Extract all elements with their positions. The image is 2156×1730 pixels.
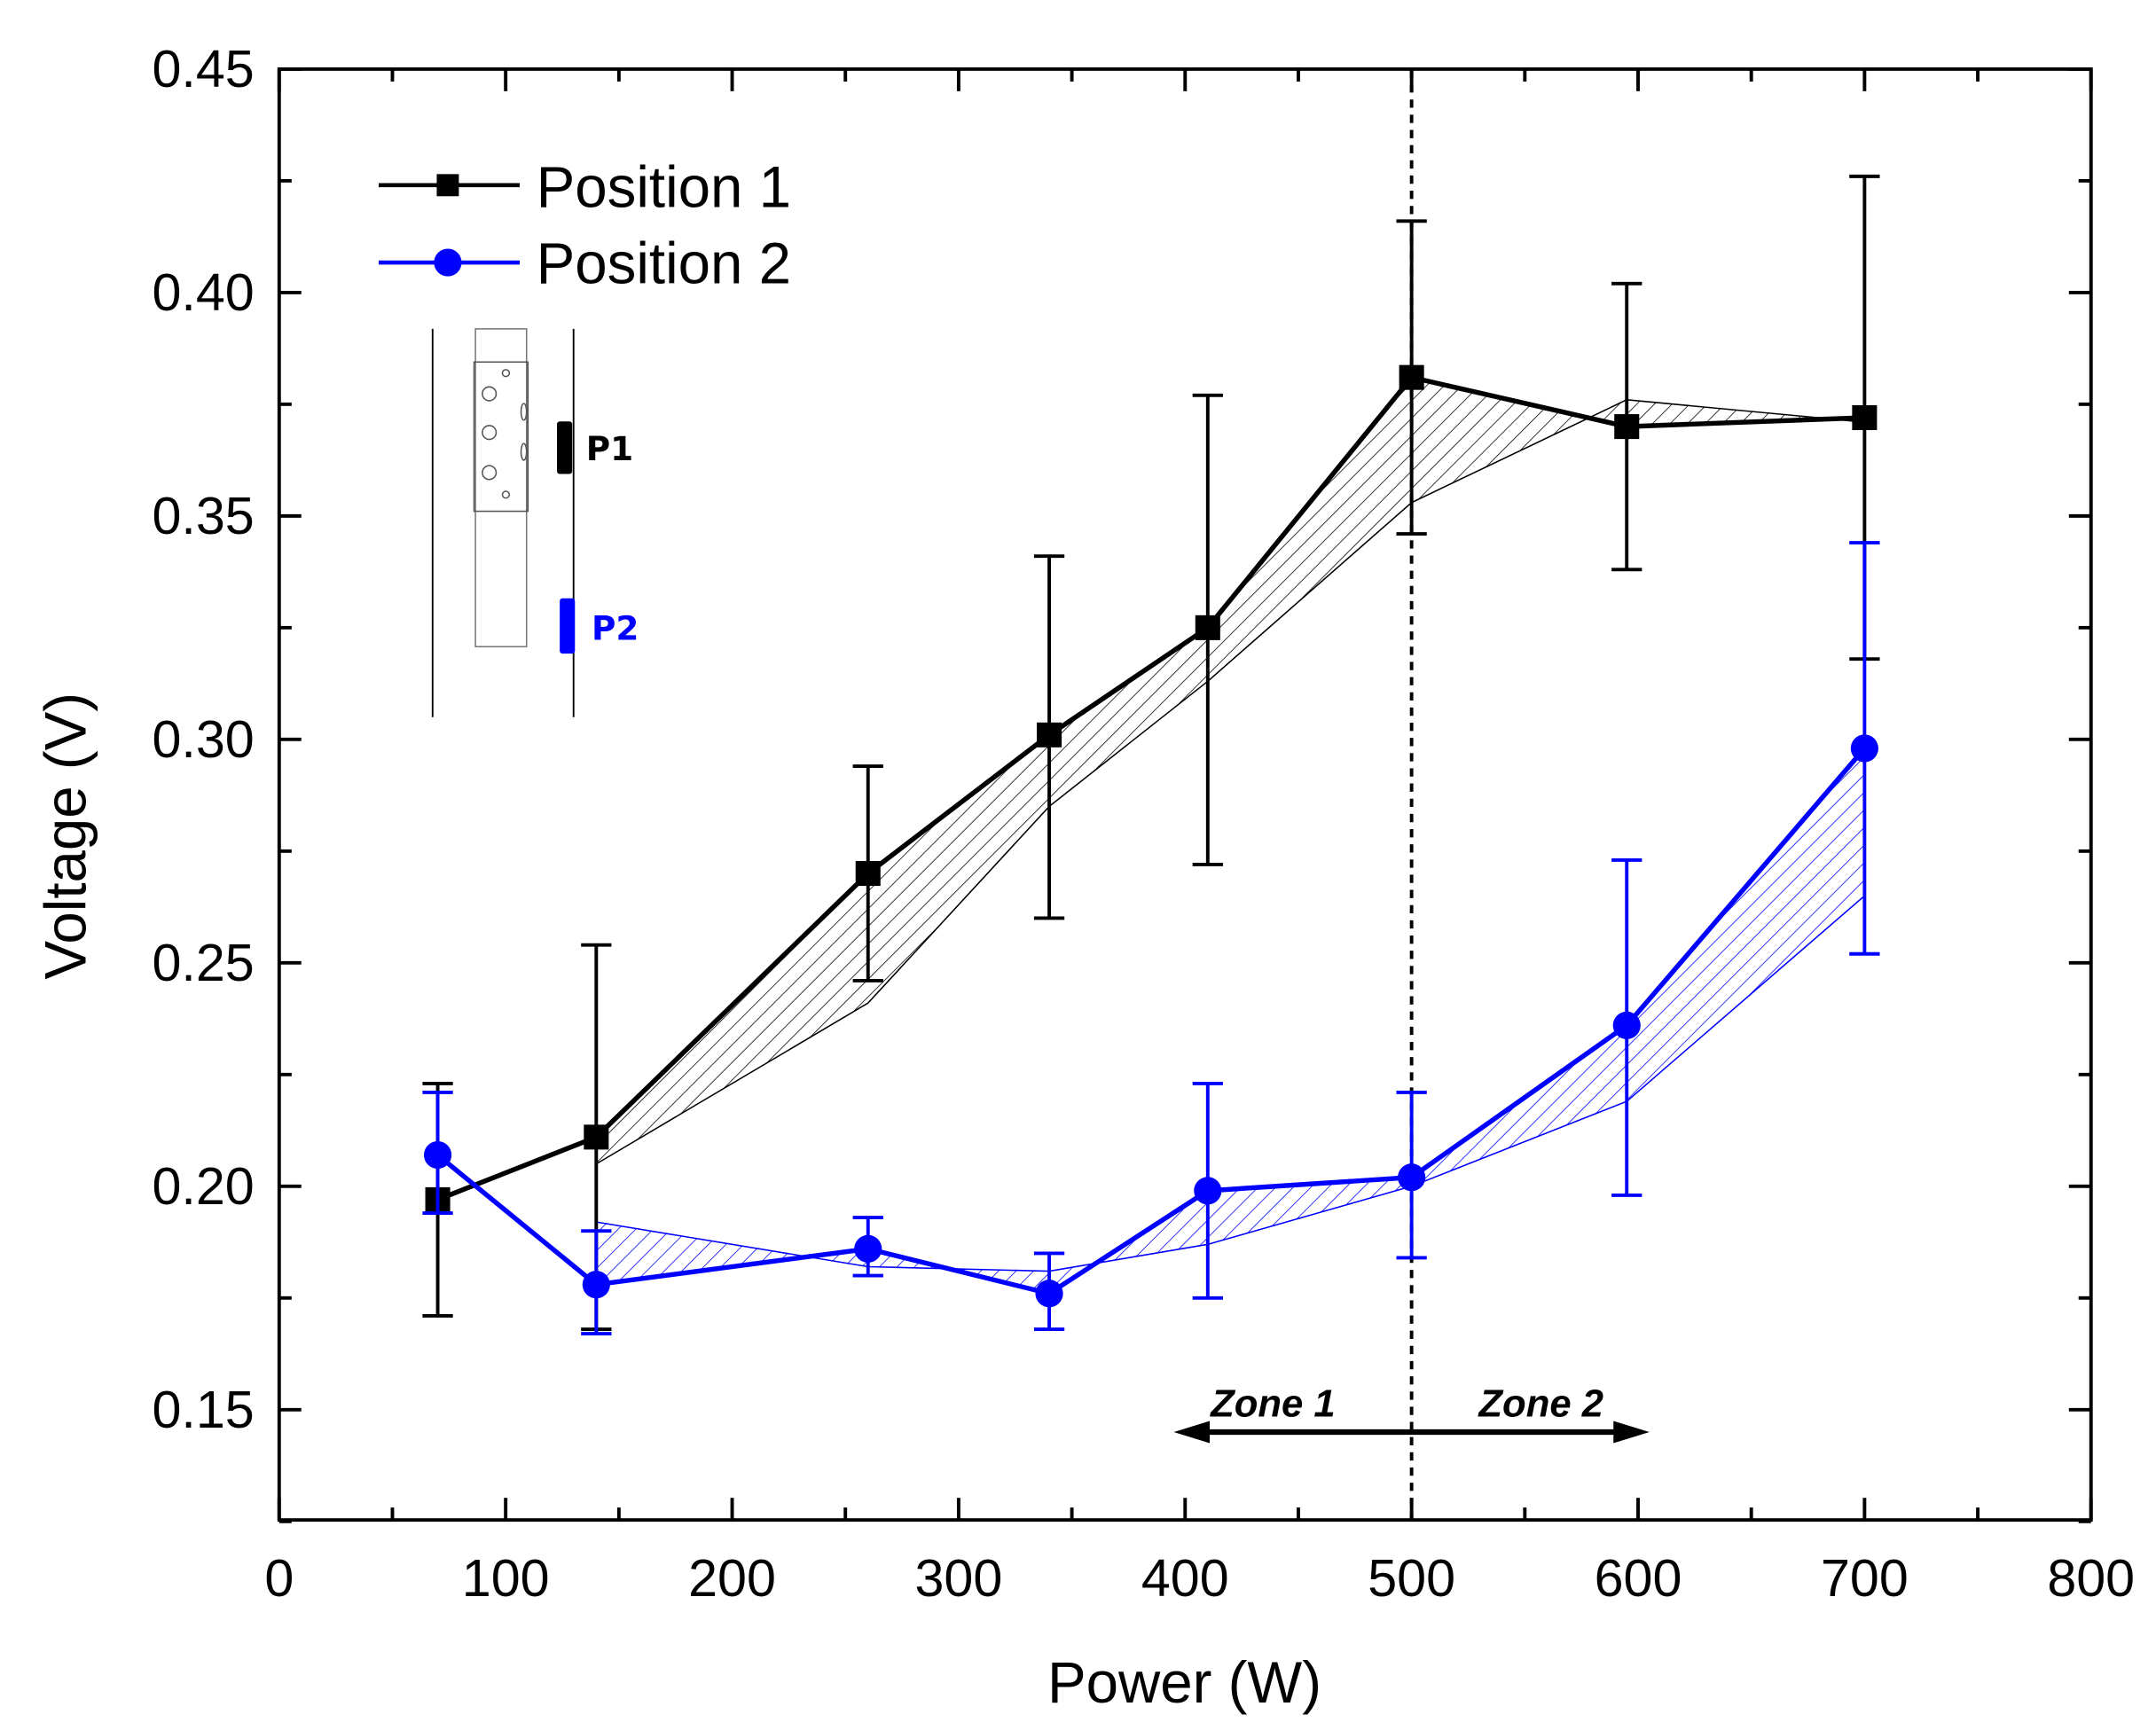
- x-tick-label: 500: [1368, 1548, 1455, 1608]
- data-point: [584, 1124, 609, 1150]
- data-point: [855, 861, 881, 887]
- x-tick-label: 700: [1821, 1548, 1909, 1608]
- axes: 0 100 200 300 400 500 600 700 800 0.15 0.20 0.25 0.3…: [153, 39, 2136, 1608]
- zone-annotation: Zone 1 Zone 2: [1173, 1382, 1650, 1444]
- legend: Position 1 Position 2: [378, 155, 791, 295]
- data-point: [1195, 615, 1220, 640]
- data-point: [582, 1271, 610, 1299]
- series-1: [422, 174, 1880, 1332]
- inset-hole: [482, 465, 498, 481]
- data-point: [1398, 1163, 1426, 1192]
- inset-hole: [520, 403, 528, 421]
- inset-probe-p2: [560, 598, 576, 654]
- y-tick-label: 0.30: [153, 709, 255, 769]
- data-point: [1194, 1177, 1222, 1205]
- legend-marker-circle: [434, 248, 462, 277]
- y-tick-label: 0.20: [153, 1156, 255, 1216]
- data-point: [1852, 404, 1878, 431]
- inset-torch-body: [474, 328, 528, 648]
- inset-hole: [501, 369, 511, 378]
- legend-marker-square: [436, 174, 459, 197]
- y-tick-label: 0.25: [153, 933, 255, 992]
- series-2: [422, 541, 1880, 1336]
- data-point: [1614, 414, 1640, 440]
- y-tick-label: 0.15: [153, 1380, 255, 1439]
- zone-2-label: Zone 2: [1477, 1382, 1603, 1425]
- inset-hole: [482, 425, 498, 441]
- inset-hole: [520, 442, 528, 461]
- x-tick-label: 0: [264, 1548, 294, 1608]
- x-axis-title: Power (W): [1047, 1650, 1321, 1715]
- x-tick-label: 800: [2047, 1548, 2135, 1608]
- legend-label-position-1: Position 1: [537, 155, 791, 220]
- data-point: [423, 1140, 452, 1170]
- inset-probe-p1: [557, 421, 573, 474]
- arrow-right-icon: [1613, 1421, 1650, 1444]
- x-tick-label: 600: [1595, 1548, 1682, 1608]
- y-axis-title: Voltage (V): [34, 693, 98, 980]
- inset-hole: [482, 386, 498, 402]
- series-line: [436, 374, 1865, 1202]
- x-tick-label: 300: [915, 1548, 1003, 1608]
- data-point: [854, 1234, 882, 1263]
- y-tick-label: 0.45: [153, 39, 255, 98]
- zone-1-label: Zone 1: [1209, 1382, 1336, 1425]
- x-tick-label: 100: [462, 1548, 550, 1608]
- data-point: [1850, 734, 1878, 763]
- y-tick-label: 0.35: [153, 486, 255, 545]
- inset-hole: [501, 490, 511, 499]
- inset-label-p2: P2: [592, 608, 639, 647]
- data-point: [1035, 1280, 1063, 1308]
- series-layer: [422, 174, 1880, 1336]
- data-point: [1612, 1011, 1641, 1039]
- hatch-band-1: [596, 377, 1865, 1164]
- hatch-layer: [595, 377, 1865, 1294]
- arrow-left-icon: [1173, 1421, 1211, 1444]
- y-tick-label: 0.40: [153, 262, 255, 322]
- inset-diagram: P1 P2: [431, 328, 639, 717]
- inset-label-p1: P1: [586, 429, 633, 468]
- data-point: [1037, 722, 1062, 748]
- legend-label-position-2: Position 2: [537, 231, 791, 295]
- inset-torch-head: [473, 361, 529, 513]
- x-tick-label: 400: [1141, 1548, 1229, 1608]
- series-line: [435, 747, 1867, 1296]
- x-tick-label: 200: [688, 1548, 776, 1608]
- data-point: [1399, 364, 1424, 390]
